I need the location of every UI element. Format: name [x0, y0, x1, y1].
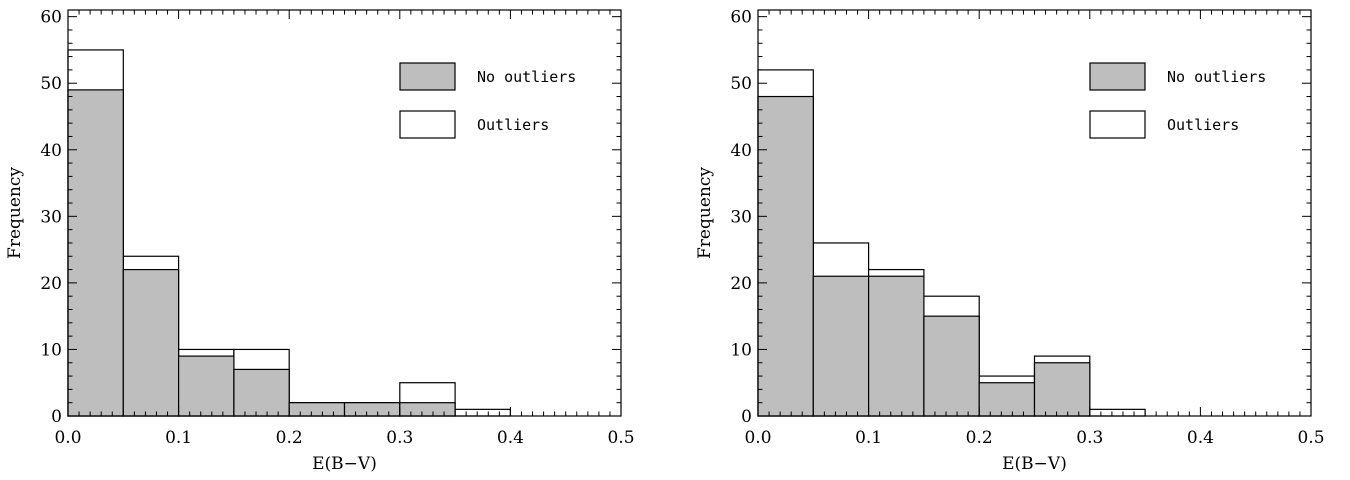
y-tick-label: 60: [730, 8, 752, 28]
bar-no-outliers-bin-5: [978, 382, 1036, 417]
bar-no-outliers-bin-7: [399, 402, 456, 417]
y-tick-label: 30: [40, 207, 62, 227]
x-axis-label: E(B−V): [1002, 454, 1067, 474]
histogram-panel-2: 0.0 0.1 0.2 0.3 0.4 0.5 0 10 20 30 40 50 60 E(B−V) Fre…: [695, 8, 1325, 474]
legend: No outliers Outliers: [1089, 62, 1266, 139]
legend-label-no-outliers: No outliers: [477, 68, 576, 86]
bar-outliers-bin-8: [454, 408, 512, 417]
legend: No outliers Outliers: [399, 62, 576, 139]
legend-swatch-no-outliers: [399, 62, 456, 91]
y-tick-label: 30: [730, 207, 752, 227]
y-axis-label: Frequency: [695, 167, 715, 259]
x-axis-label: E(B−V): [312, 454, 377, 474]
x-tick-label: 0.4: [497, 428, 524, 448]
legend-swatch-outliers: [399, 110, 456, 139]
y-tick-label: 0: [51, 407, 62, 427]
y-axis-label: Frequency: [5, 167, 25, 259]
bar-no-outliers-bin-3: [178, 355, 235, 417]
x-tick-label: 0.5: [607, 428, 634, 448]
bar-no-outliers-bin-4: [233, 368, 290, 417]
x-tick-label: 0.1: [855, 428, 882, 448]
bar-no-outliers-bin-2: [812, 275, 870, 417]
legend-label-no-outliers: No outliers: [1167, 68, 1266, 86]
x-tick-label: 0.5: [1297, 428, 1324, 448]
legend-swatch-outliers: [1089, 110, 1146, 139]
y-tick-label: 50: [40, 74, 62, 94]
y-tick-label: 10: [40, 340, 62, 360]
y-tick-label: 40: [730, 141, 752, 161]
histogram-panel-1: 0.0 0.1 0.2 0.3 0.4 0.5 0 10 20 30 40 50 60 E(B−V) Fre…: [5, 8, 635, 474]
x-tick-label: 0.1: [165, 428, 192, 448]
x-tick-label: 0.0: [744, 428, 771, 448]
x-tick-label: 0.3: [386, 428, 413, 448]
x-tick-label: 0.2: [276, 428, 303, 448]
x-tick-label: 0.3: [1076, 428, 1103, 448]
legend-label-outliers: Outliers: [477, 116, 549, 134]
x-tick-label: 0.0: [54, 428, 81, 448]
bar-no-outliers-bin-1: [757, 95, 814, 417]
bar-no-outliers-bin-1: [67, 89, 124, 417]
bar-no-outliers-bin-4: [923, 315, 980, 417]
x-tick-label: 0.2: [966, 428, 993, 448]
y-tick-label: 50: [730, 74, 752, 94]
legend-swatch-no-outliers: [1089, 62, 1146, 91]
bar-no-outliers-bin-6: [1033, 362, 1091, 417]
bar-no-outliers-bin-6: [343, 402, 401, 417]
bar-no-outliers-bin-2: [122, 268, 180, 417]
y-tick-label: 20: [730, 274, 752, 294]
y-tick-label: 20: [40, 274, 62, 294]
bar-no-outliers-bin-5: [288, 402, 346, 417]
legend-label-outliers: Outliers: [1167, 116, 1239, 134]
bar-no-outliers-bin-3: [867, 275, 925, 417]
y-tick-label: 10: [730, 340, 752, 360]
y-tick-label: 40: [40, 141, 62, 161]
y-tick-label: 0: [741, 407, 752, 427]
x-tick-label: 0.4: [1187, 428, 1214, 448]
y-tick-label: 60: [40, 8, 62, 28]
bar-outliers-bin-7: [1089, 408, 1146, 417]
